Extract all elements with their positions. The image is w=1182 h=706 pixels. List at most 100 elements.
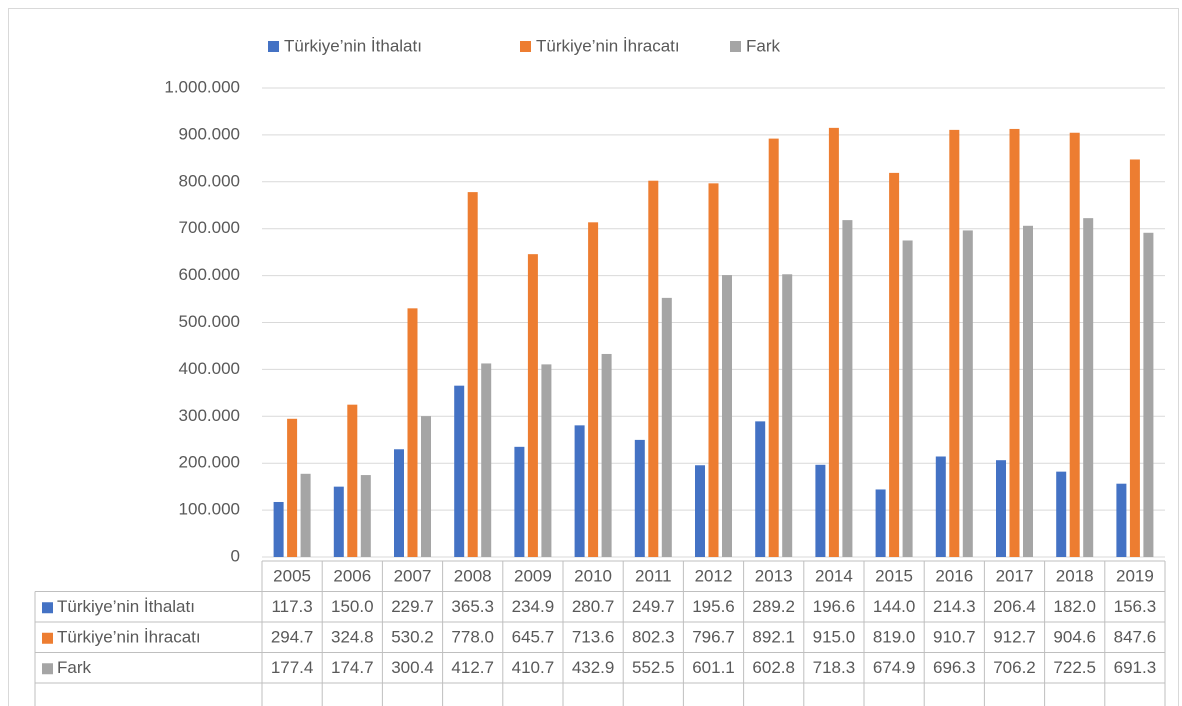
table-cell: 196.6 (813, 597, 856, 616)
bar (634, 439, 645, 557)
x-tick-label: 2018 (1056, 567, 1094, 586)
legend-label: Fark (746, 36, 781, 55)
bar (889, 172, 900, 557)
table-cell: 530.2 (391, 628, 434, 647)
legend-label: Türkiye’nin İthalatı (284, 36, 422, 55)
bar (1069, 132, 1080, 557)
bar (527, 254, 538, 558)
bar (407, 308, 418, 557)
x-tick-label: 2008 (454, 567, 492, 586)
table-cell: 229.7 (391, 597, 434, 616)
table-cell: 214.3 (933, 597, 976, 616)
table-cell: 892.1 (752, 628, 795, 647)
bar (1083, 218, 1094, 557)
bar (1116, 483, 1127, 557)
table-cell: 802.3 (632, 628, 675, 647)
table-cell: 778.0 (451, 628, 494, 647)
bar (394, 449, 404, 557)
bar (996, 460, 1006, 557)
y-tick-label: 400.000 (179, 359, 240, 378)
table-cell: 195.6 (692, 597, 735, 616)
bar (875, 489, 886, 557)
table-cell: 144.0 (873, 597, 916, 616)
bar (1056, 471, 1067, 557)
x-tick-label: 2016 (935, 567, 973, 586)
bar (962, 230, 973, 557)
bar (1023, 225, 1033, 557)
x-tick-label: 2014 (815, 567, 853, 586)
table-cell: 819.0 (873, 628, 916, 647)
x-tick-label: 2009 (514, 567, 552, 586)
table-cell: 910.7 (933, 628, 976, 647)
table-cell: 691.3 (1114, 658, 1157, 677)
bar (574, 425, 585, 557)
table-row-label: Türkiye’nin İhracatı (57, 628, 201, 647)
chart-frame (8, 8, 1179, 706)
table-cell: 915.0 (813, 628, 856, 647)
bar (454, 385, 465, 557)
bar (648, 180, 659, 557)
table-cell: 156.3 (1114, 597, 1157, 616)
bar (273, 501, 284, 557)
bar (1129, 159, 1140, 558)
bar (842, 220, 853, 557)
table-cell: 713.6 (572, 628, 615, 647)
table-legend-swatch (42, 663, 53, 675)
table-cell: 696.3 (933, 658, 976, 677)
bar (514, 446, 525, 557)
bar (949, 129, 960, 557)
bar (815, 464, 826, 557)
bar (287, 418, 298, 557)
y-tick-label: 1.000.000 (164, 77, 240, 96)
x-tick-label: 2013 (755, 567, 793, 586)
bar (708, 183, 719, 557)
y-tick-label: 500.000 (179, 312, 240, 331)
table-cell: 234.9 (512, 597, 555, 616)
bar (360, 475, 371, 557)
bar (300, 473, 311, 557)
table-cell: 410.7 (512, 658, 555, 677)
bar (333, 486, 344, 557)
y-tick-label: 700.000 (179, 218, 240, 237)
table-cell: 602.8 (752, 658, 795, 677)
table-cell: 300.4 (391, 658, 434, 677)
table-cell: 645.7 (512, 628, 555, 647)
table-cell: 150.0 (331, 597, 374, 616)
table-cell: 912.7 (993, 628, 1036, 647)
bar (902, 240, 913, 557)
bar (467, 192, 478, 558)
y-tick-label: 800.000 (179, 171, 240, 190)
table-legend-swatch (42, 632, 53, 644)
y-tick-label: 0 (231, 546, 240, 565)
bar (828, 127, 839, 558)
bar (481, 363, 492, 557)
y-tick-label: 900.000 (179, 124, 240, 143)
table-cell: 294.7 (271, 628, 314, 647)
table-cell: 412.7 (451, 658, 494, 677)
y-tick-label: 600.000 (179, 265, 240, 284)
y-tick-label: 200.000 (179, 453, 240, 472)
x-tick-label: 2017 (996, 567, 1034, 586)
y-tick-label: 100.000 (179, 500, 240, 519)
table-cell: 206.4 (993, 597, 1036, 616)
x-tick-label: 2011 (635, 567, 672, 586)
bar (782, 274, 793, 557)
y-tick-label: 300.000 (179, 406, 240, 425)
table-cell: 365.3 (451, 597, 494, 616)
legend-swatch (520, 41, 531, 52)
table-cell: 174.7 (331, 658, 374, 677)
table-cell: 706.2 (993, 658, 1036, 677)
bar (1009, 128, 1020, 557)
bar (661, 297, 672, 557)
bar (588, 222, 599, 557)
table-cell: 796.7 (692, 628, 735, 647)
table-cell: 601.1 (692, 658, 735, 677)
bar (1143, 232, 1154, 557)
bar (695, 465, 705, 557)
legend-swatch (268, 41, 279, 52)
table-legend-swatch (42, 602, 53, 614)
table-cell: 552.5 (632, 658, 675, 677)
x-tick-label: 2015 (875, 567, 913, 586)
x-tick-label: 2005 (273, 567, 311, 586)
table-cell: 674.9 (873, 658, 916, 677)
